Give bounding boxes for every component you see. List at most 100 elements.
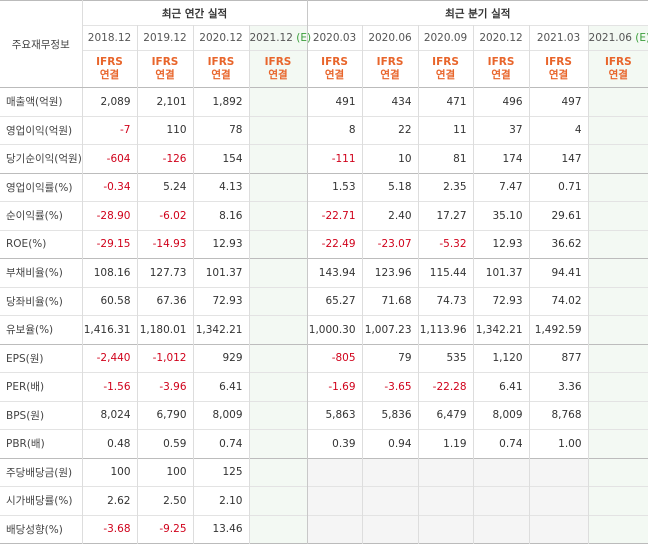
basis-consolidation: 연결 [435,69,456,81]
accounting-basis-label: IFRS 연결 [306,50,363,88]
annual-period-header: 2019.12 [136,25,193,51]
table-cell: 5.24 [136,173,193,202]
table-cell: 0.71 [528,173,589,202]
table-cell: -22.49 [306,230,363,259]
row-label: 영업이익(억원) [6,124,73,137]
table-cell: 6,790 [136,401,193,430]
table-cell: 3.36 [528,372,589,401]
table-cell: 17.27 [417,201,474,230]
table-cell [248,429,308,458]
table-cell: -5.32 [417,230,474,259]
table-cell: 7.47 [472,173,530,202]
table-cell [306,458,363,487]
table-cell: 1,180.01 [136,315,193,344]
table-cell [587,486,648,515]
table-cell: 8 [306,116,363,145]
basis-standard: IFRS [96,56,123,68]
row-label: 유보율(%) [6,324,54,337]
quarter-period-header: 2020.12 [472,25,530,51]
table-cell: -0.34 [81,173,137,202]
row-label: 매출액(억원) [6,96,63,109]
table-cell [248,201,308,230]
table-cell: 72.93 [472,287,530,316]
table-cell: 1,007.23 [361,315,419,344]
table-cell [248,401,308,430]
table-cell: 110 [136,116,193,145]
table-cell: 1.19 [417,429,474,458]
table-cell [472,515,530,544]
period-label: 2021.12 [249,32,293,44]
table-cell [306,486,363,515]
period-label: 2020.12 [199,32,243,44]
period-label: 2020.12 [479,32,523,44]
table-cell [587,144,648,173]
table-cell: 1.00 [528,429,589,458]
table-cell: -2,440 [81,344,137,373]
table-cell: 1,000.30 [306,315,363,344]
annual-period-header: 2021.12 (E) [248,25,311,51]
period-label: 2020.09 [423,32,468,44]
table-cell: -126 [136,144,193,173]
table-cell: -1,012 [136,344,193,373]
table-row: BPS(원) 8,024 6,790 8,009 5,863 5,836 6,479 8,00… [0,401,648,430]
table-cell: 4.13 [192,173,249,202]
accounting-basis-label: IFRS 연결 [192,50,249,88]
basis-consolidation: 연결 [268,69,288,81]
table-cell: 2,089 [81,87,137,116]
table-cell [472,458,530,487]
table-cell [587,315,648,344]
table-cell [587,344,648,373]
table-cell [528,458,589,487]
table-cell [248,287,308,316]
table-cell: 100 [136,458,193,487]
table-cell: 81 [417,144,474,173]
table-cell [248,458,308,487]
table-cell: 0.39 [306,429,363,458]
row-label: 배당성향(%) [6,523,63,536]
quarter-period-header: 2021.03 [528,25,589,51]
table-cell: 94.41 [528,258,589,287]
table-cell: 535 [417,344,474,373]
table-cell [248,173,308,202]
basis-standard: IFRS [545,56,572,68]
table-cell [587,116,648,145]
table-cell: -111 [306,144,363,173]
basis-standard: IFRS [264,56,292,68]
table-cell: 72.93 [192,287,249,316]
accounting-basis-label: IFRS 연결 [587,50,648,88]
table-cell: 1,892 [192,87,249,116]
table-cell [248,515,308,544]
row-label: PBR(배) [6,438,45,451]
table-cell: 174 [472,144,530,173]
table-cell: 0.74 [472,429,530,458]
table-cell: 65.27 [306,287,363,316]
table-cell: -28.90 [81,201,137,230]
table-cell: 1,492.59 [528,315,589,344]
accounting-basis-label: IFRS 연결 [361,50,419,88]
table-cell: 143.94 [306,258,363,287]
table-cell: 8,009 [472,401,530,430]
quarter-group-title: 최근 분기 실적 [306,0,648,26]
basis-standard: IFRS [432,56,459,68]
table-row: 배당성향(%) -3.68 -9.25 13.46 [0,515,648,544]
table-cell: 8,024 [81,401,137,430]
table-cell: 60.58 [81,287,137,316]
table-cell: -29.15 [81,230,137,259]
table-cell: -14.93 [136,230,193,259]
table-cell: 4 [528,116,589,145]
table-cell: 12.93 [192,230,249,259]
table-cell [361,458,419,487]
table-cell [417,458,474,487]
basis-standard: IFRS [151,56,179,68]
estimate-flag: (E) [635,32,648,44]
period-label: 2021.03 [536,32,581,44]
table-cell: -3.68 [81,515,137,544]
annual-period-header: 2020.12 [192,25,249,51]
table-cell: 0.74 [192,429,249,458]
table-cell: -604 [81,144,137,173]
basis-consolidation: 연결 [548,69,569,81]
table-cell: 74.02 [528,287,589,316]
row-label: 영업이익률(%) [6,181,73,194]
row-header-title: 주요재무정보 [0,0,82,88]
basis-consolidation: 연결 [324,69,345,81]
